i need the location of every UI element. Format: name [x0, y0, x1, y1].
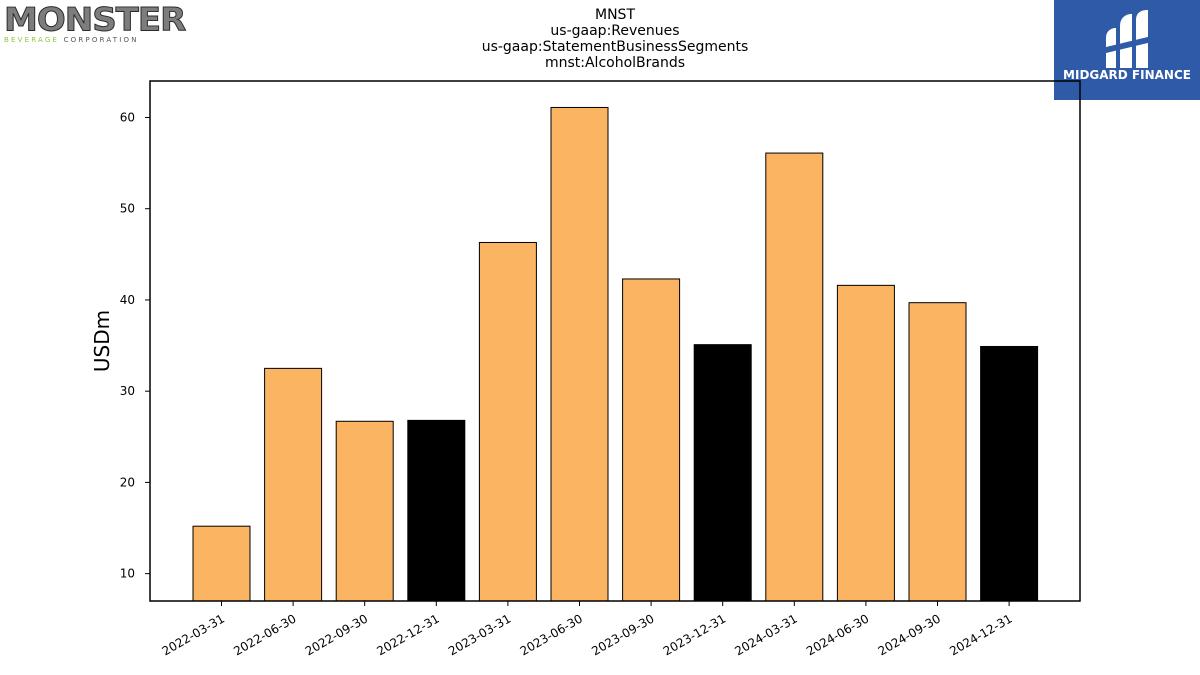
x-tick-label: 2022-03-31 — [160, 611, 227, 658]
monster-logo-subtitle: BEVERAGE CORPORATION — [4, 36, 164, 44]
x-tick-label: 2022-09-30 — [303, 611, 370, 658]
plot-frame — [149, 80, 1081, 602]
y-tick-label: 30 — [120, 384, 135, 398]
bar-2023-12-31 — [693, 344, 752, 602]
monster-logo-word: MONSTER — [4, 1, 187, 40]
bar-2024-09-30 — [908, 302, 967, 602]
midgard-finance-logo: MIDGARD FINANCE — [1054, 0, 1200, 100]
bar-2024-06-30 — [836, 284, 895, 602]
chart-title-line-3: us-gaap:StatementBusinessSegments — [481, 39, 749, 55]
y-axis-label: USDm — [90, 310, 114, 372]
monster-logo-sub-b: CORPORATION — [63, 36, 139, 44]
chart-title-line-4: mnst:AlcoholBrands — [544, 55, 686, 71]
bar-2022-03-31 — [192, 525, 251, 602]
y-tick-label: 60 — [120, 110, 135, 124]
x-tick-label: 2023-12-31 — [661, 611, 728, 658]
x-tick-label: 2022-12-31 — [374, 611, 441, 658]
x-tick-label: 2024-06-30 — [804, 611, 871, 658]
y-tick-label: 20 — [120, 475, 135, 489]
x-tick-label: 2023-06-30 — [518, 611, 585, 658]
y-axis: 10 20 30 40 50 60 — [120, 110, 150, 581]
monster-logo: MONSTER BEVERAGE CORPORATION — [4, 1, 187, 46]
x-tick-label: 2024-09-30 — [876, 611, 943, 658]
bar-2024-12-31 — [980, 345, 1039, 602]
bar-2023-03-31 — [478, 241, 537, 602]
chart-title-line-2: us-gaap:Revenues — [550, 23, 680, 39]
x-tick-label: 2022-06-30 — [231, 611, 298, 658]
chart-title-line-1: MNST — [595, 7, 635, 23]
y-tick-label: 10 — [120, 567, 135, 581]
y-tick-label: 50 — [120, 202, 135, 216]
monster-logo-sub-a: BEVERAGE — [4, 36, 60, 44]
bar-2024-03-31 — [765, 152, 824, 602]
bar-2023-09-30 — [622, 278, 681, 602]
x-tick-label: 2023-03-31 — [446, 611, 513, 658]
y-tick-label: 40 — [120, 293, 135, 307]
bar-2023-06-30 — [550, 106, 609, 602]
midgard-finance-brand: MIDGARD FINANCE — [1063, 68, 1191, 82]
bar-2022-12-31 — [407, 419, 466, 602]
chart-title: MNST us-gaap:Revenues us-gaap:StatementB… — [415, 7, 815, 71]
bar-2022-06-30 — [264, 367, 323, 602]
x-tick-label: 2024-03-31 — [732, 611, 799, 658]
bar-2022-09-30 — [335, 420, 394, 602]
x-tick-label: 2023-09-30 — [589, 611, 656, 658]
bars-group — [192, 106, 1039, 602]
midgard-mark-icon — [1102, 10, 1152, 68]
x-tick-label: 2024-12-31 — [947, 611, 1014, 658]
x-axis: 2022-03-31 2022-06-30 2022-09-30 2022-12-31… — [160, 601, 1015, 658]
